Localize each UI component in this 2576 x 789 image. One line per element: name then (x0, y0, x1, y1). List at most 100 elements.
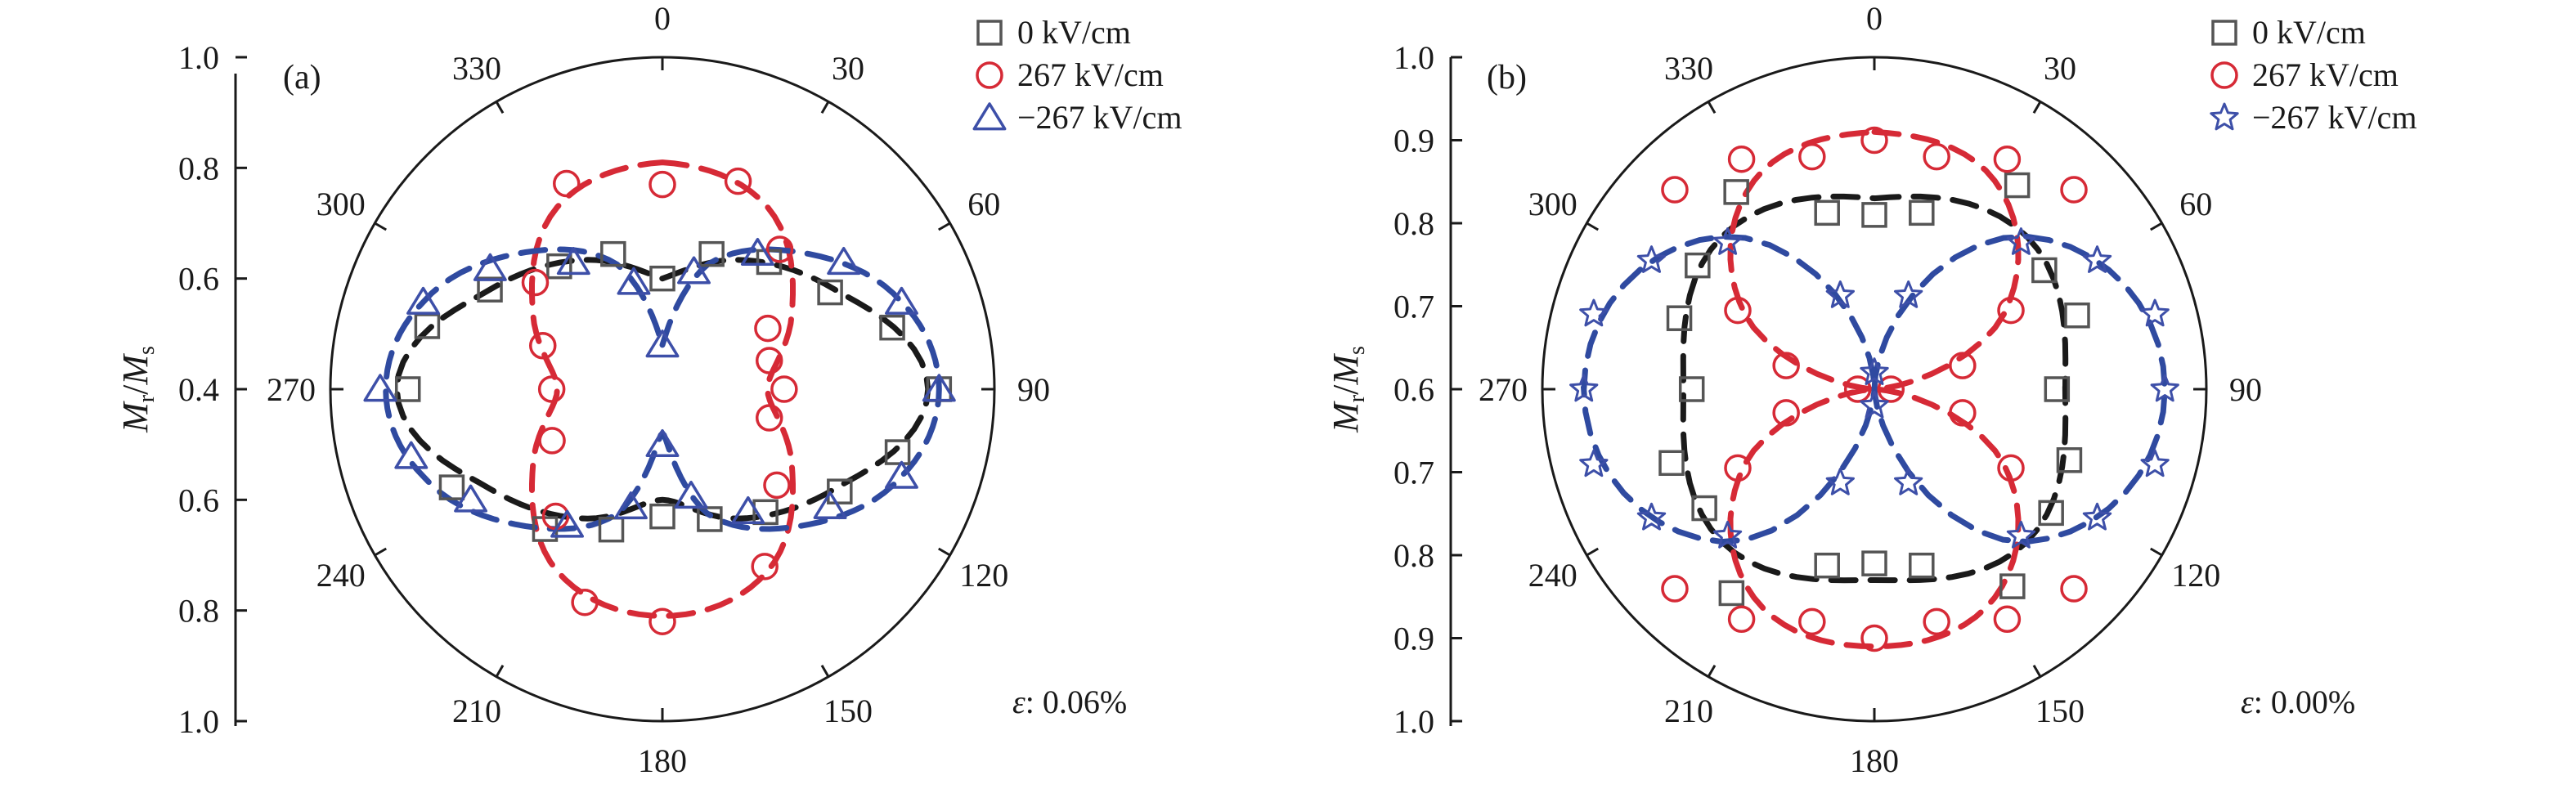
radial-tick-label: 0.6 (178, 261, 219, 298)
angular-tick (2149, 222, 2163, 231)
data-point-series-1 (1993, 145, 2022, 173)
radial-tick-label: 0.9 (1393, 621, 1434, 657)
angular-tick-label: 90 (2229, 371, 2262, 408)
data-point-series-1 (1993, 605, 2022, 634)
polar-frame-circle (329, 56, 996, 723)
data-point-series-2 (406, 286, 440, 315)
panel-label: (a) (283, 59, 321, 96)
data-point-series-0 (649, 503, 675, 530)
data-point-series-1 (1997, 296, 2025, 325)
data-point-series-2 (1579, 298, 1609, 327)
legend-label-1: 267 kV/cm (1017, 56, 1164, 93)
data-point-series-2 (645, 329, 680, 358)
data-point-series-0 (2044, 376, 2071, 402)
y-axis-title-sub: r (1344, 394, 1370, 402)
data-point-series-1 (1860, 624, 1888, 652)
radial-tick-label: 0.9 (1393, 123, 1434, 159)
y-axis-title-sub: r (134, 394, 159, 402)
data-point-series-2 (394, 441, 429, 469)
y-axis-title-main: M (1326, 401, 1366, 433)
data-point-series-0 (2056, 447, 2083, 473)
data-point-series-2 (813, 491, 847, 519)
data-point-series-1 (1661, 176, 1689, 204)
data-point-series-1 (1923, 142, 1950, 171)
radial-tick-label: 1.0 (1393, 703, 1434, 740)
fit-curve-series-1 (529, 159, 796, 619)
fit-curve-series-0 (393, 257, 931, 522)
data-point-series-0 (1999, 573, 2026, 599)
data-point-series-1 (751, 553, 779, 581)
data-point-series-0 (1909, 552, 1935, 579)
data-point-series-0 (1685, 252, 1711, 279)
data-point-series-1 (1877, 375, 1905, 403)
data-point-series-1 (1860, 126, 1888, 155)
data-point-series-2 (2006, 227, 2036, 255)
data-point-series-2 (2140, 298, 2170, 327)
angular-tick-label: 120 (2171, 557, 2220, 594)
data-point-series-0 (1691, 495, 1717, 522)
y-axis-title-slash: / (1326, 384, 1366, 395)
data-point-series-0 (1814, 552, 1840, 579)
angular-tick-label: 180 (638, 742, 687, 779)
angular-tick-label: 0 (654, 0, 671, 37)
data-point-series-2 (2006, 520, 2036, 549)
data-point-series-0 (600, 240, 626, 267)
data-point-series-2 (363, 374, 397, 402)
angular-tick (2032, 101, 2042, 114)
angular-tick (1586, 547, 1600, 557)
legend-marker-1 (2210, 61, 2238, 89)
data-point-series-2 (1894, 468, 1923, 495)
data-point-series-1 (648, 170, 676, 199)
data-point-series-1 (538, 427, 566, 455)
data-point-series-0 (1718, 580, 1745, 607)
strain-note: ε: 0.06% (1012, 684, 1127, 720)
data-point-series-1 (724, 167, 752, 195)
angular-tick-label: 240 (316, 557, 366, 594)
strain-symbol: ε (1012, 684, 1025, 720)
data-point-series-1 (537, 375, 566, 403)
data-point-series-0 (394, 376, 421, 402)
data-point-series-1 (755, 347, 783, 374)
data-point-series-1 (1727, 605, 1756, 634)
data-point-series-2 (1860, 390, 1889, 419)
data-point-series-2 (740, 237, 774, 267)
data-point-series-0 (2004, 172, 2031, 199)
data-point-series-2 (1825, 468, 1855, 495)
data-point-series-0 (1658, 450, 1685, 477)
data-point-series-1 (1724, 454, 1752, 482)
data-point-series-1 (763, 471, 791, 500)
y-axis-title-main: M (115, 401, 155, 433)
angular-tick (820, 664, 830, 678)
angular-tick-label: 330 (452, 50, 501, 87)
angular-tick (2032, 664, 2042, 678)
data-point-series-0 (817, 279, 843, 306)
panel-a: 0 30 60 90 120 150 180 210 240 270 300 330 1.0 0.8 0.6… (115, 0, 1182, 779)
data-point-series-2 (550, 509, 585, 538)
data-point-series-1 (754, 314, 782, 343)
data-point-series-0 (1666, 305, 1693, 331)
data-point-series-2 (2082, 502, 2112, 531)
data-point-series-2 (1636, 245, 1667, 273)
angular-tick-label: 150 (824, 693, 873, 729)
angular-tick-label: 150 (2035, 693, 2085, 729)
angular-tick-label: 180 (1850, 742, 1899, 779)
y-axis-title-denom: M (115, 353, 155, 386)
radial-tick-label: 0.8 (1393, 537, 1434, 574)
angular-tick-label: 60 (2179, 186, 2212, 222)
data-point-series-1 (553, 169, 581, 198)
data-point-series-1 (1724, 296, 1752, 325)
data-point-series-2 (677, 256, 711, 285)
data-point-series-0 (2031, 257, 2058, 284)
angular-tick (1707, 664, 1717, 678)
data-point-series-2 (1712, 520, 1743, 549)
legend-marker-2 (972, 102, 1007, 131)
legend-label-2: −267 kV/cm (1017, 99, 1182, 136)
legend-label-0: 0 kV/cm (2252, 14, 2366, 51)
angular-tick (374, 547, 388, 557)
angular-tick-label: 30 (832, 50, 864, 87)
angular-tick (1586, 222, 1600, 231)
angular-tick (495, 664, 505, 678)
angular-tick-label: 30 (2044, 50, 2076, 87)
data-point-series-2 (473, 253, 507, 281)
